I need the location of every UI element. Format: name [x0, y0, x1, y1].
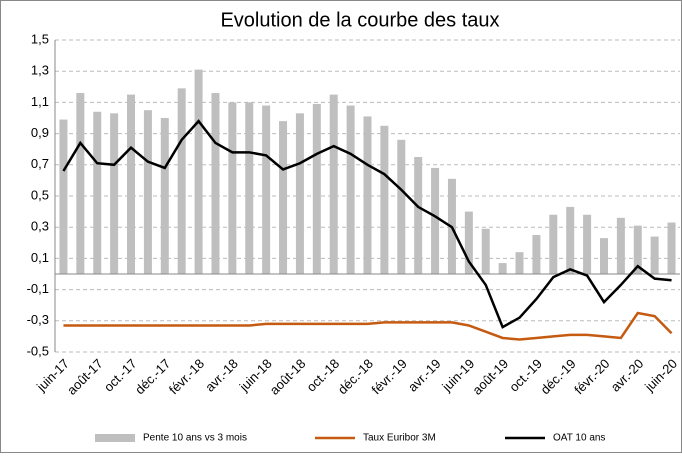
y-tick-label: -0,5 [27, 343, 49, 358]
legend-label: Pente 10 ans vs 3 mois [143, 433, 247, 444]
bar [414, 157, 423, 274]
bar [279, 121, 288, 275]
y-tick-label: -0,1 [27, 281, 49, 296]
bar [498, 263, 507, 274]
bar [363, 116, 372, 274]
bar [194, 69, 203, 274]
bar [667, 222, 676, 274]
legend-swatch [95, 434, 135, 442]
bar [127, 94, 136, 274]
bar [295, 113, 304, 274]
y-tick-label: 0,9 [31, 125, 49, 140]
bar [329, 94, 338, 274]
bar [59, 119, 68, 274]
y-tick-label: -0,3 [27, 312, 49, 327]
bar [245, 102, 254, 275]
legend-label: OAT 10 ans [553, 433, 605, 444]
y-tick-label: 1,5 [31, 31, 49, 46]
bar [566, 206, 575, 274]
bar [177, 88, 186, 274]
bar [431, 167, 440, 274]
y-tick-label: 0,5 [31, 187, 49, 202]
y-tick-label: 1,3 [31, 63, 49, 78]
line [62, 119, 672, 329]
bar [76, 93, 85, 274]
bar [110, 113, 119, 274]
line [63, 311, 673, 341]
legend-label: Taux Euribor 3M [363, 433, 436, 444]
bar [228, 102, 237, 275]
y-tick-label: 1,1 [31, 94, 49, 109]
bar [380, 125, 389, 274]
bar [211, 93, 220, 274]
bar [583, 214, 592, 274]
bar [464, 211, 473, 274]
bar [346, 105, 355, 275]
y-tick-label: 0,1 [31, 250, 49, 265]
bar [93, 111, 102, 274]
bar [160, 118, 169, 274]
bar [599, 238, 608, 274]
chart-title: Evolution de la courbe des taux [220, 9, 499, 31]
bar [262, 105, 271, 275]
bar [397, 139, 406, 274]
bar [650, 236, 659, 274]
bar [481, 228, 490, 274]
bar [616, 217, 625, 274]
bar [312, 103, 321, 275]
bar [549, 214, 558, 274]
bar [143, 110, 152, 274]
bar [515, 252, 524, 274]
bar [532, 235, 541, 274]
y-tick-label: 0,3 [31, 219, 49, 234]
y-tick-label: 0,7 [31, 156, 49, 171]
bar [633, 225, 642, 274]
